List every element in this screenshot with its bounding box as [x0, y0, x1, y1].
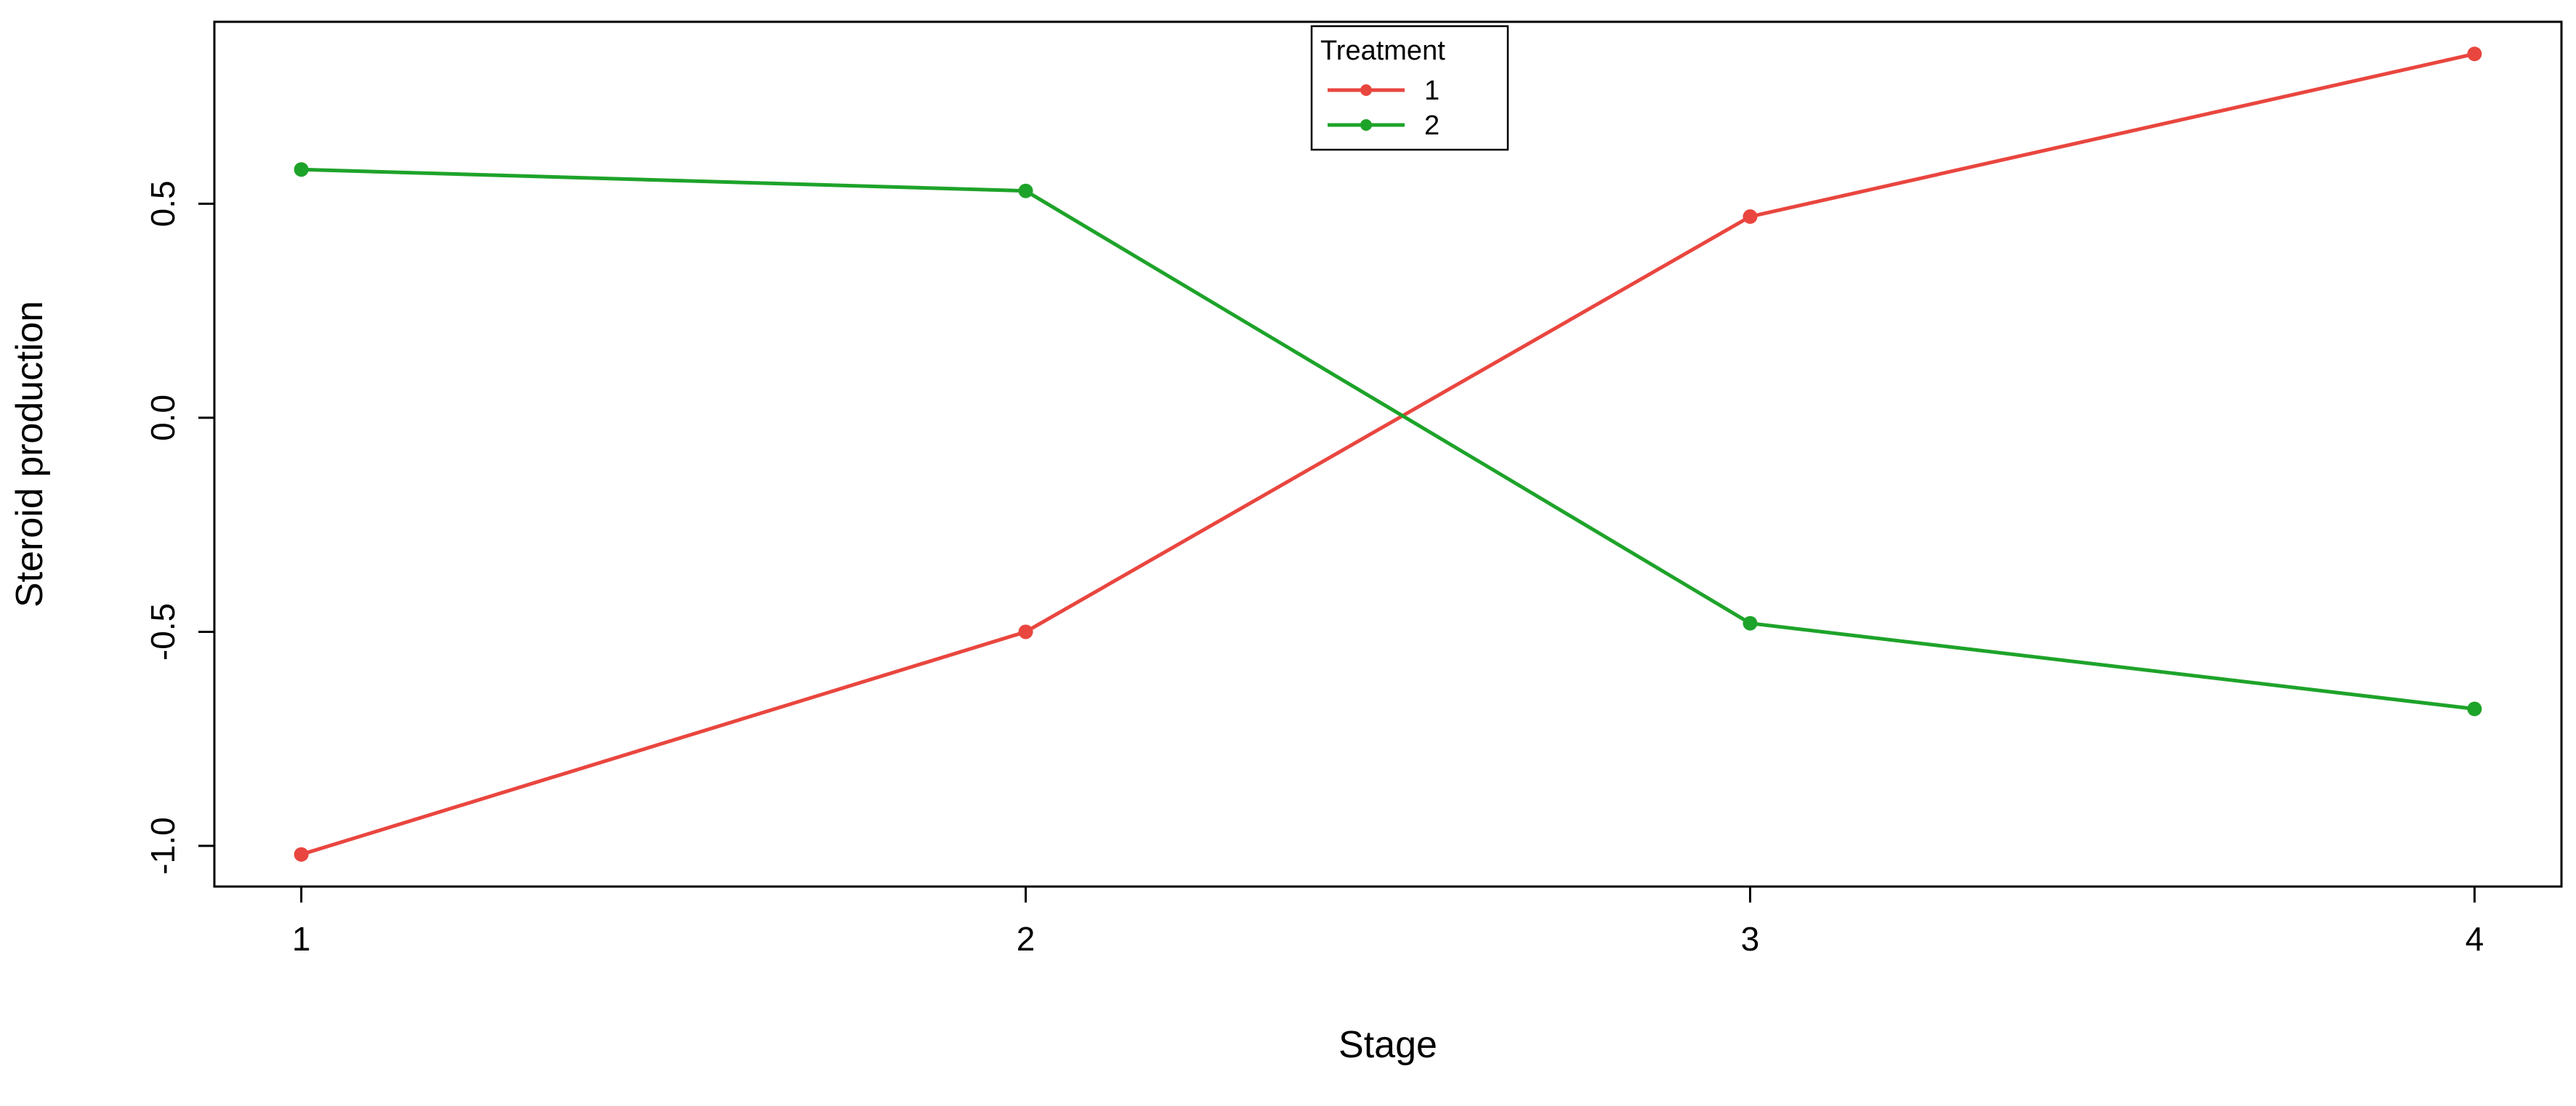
legend-box [1310, 25, 1509, 151]
data-point-series-2 [1743, 615, 1758, 631]
x-tick-label: 3 [1741, 920, 1760, 958]
y-tick-label: -1.0 [144, 817, 182, 874]
data-point-series-1 [1018, 624, 1033, 639]
y-tick-label: -0.5 [144, 603, 182, 661]
legend: Treatment 1 2 [1310, 25, 1509, 151]
series-line-2 [299, 167, 2476, 711]
legend-swatch-point [1360, 84, 1372, 96]
legend-title: Treatment [1320, 36, 1445, 66]
chart-plot-area: 1 2 3 4 -1.0 -0.5 0.0 0.5 Treatment 1 2 [144, 20, 2563, 958]
x-tick-label: 4 [2466, 920, 2484, 958]
x-tick-label: 2 [1017, 920, 1035, 958]
legend-swatch-point [1360, 119, 1372, 131]
data-point-series-2 [294, 162, 309, 177]
y-tick-label: 0.0 [144, 395, 182, 441]
series-line-1 [299, 52, 2476, 857]
data-point-series-2 [1018, 183, 1033, 198]
legend-label: 1 [1424, 76, 1440, 106]
data-point-series-1 [2467, 47, 2482, 62]
x-axis-title: Stage [1339, 1024, 1437, 1066]
legend-label: 2 [1424, 110, 1440, 141]
data-point-series-1 [294, 847, 309, 862]
data-point-series-2 [2467, 701, 2482, 717]
data-point-series-1 [1743, 209, 1758, 225]
x-tick-label: 1 [292, 920, 311, 958]
y-tick-label: 0.5 [144, 180, 182, 227]
plot-border [213, 20, 2563, 888]
y-axis-title: Steroid production [9, 301, 51, 608]
